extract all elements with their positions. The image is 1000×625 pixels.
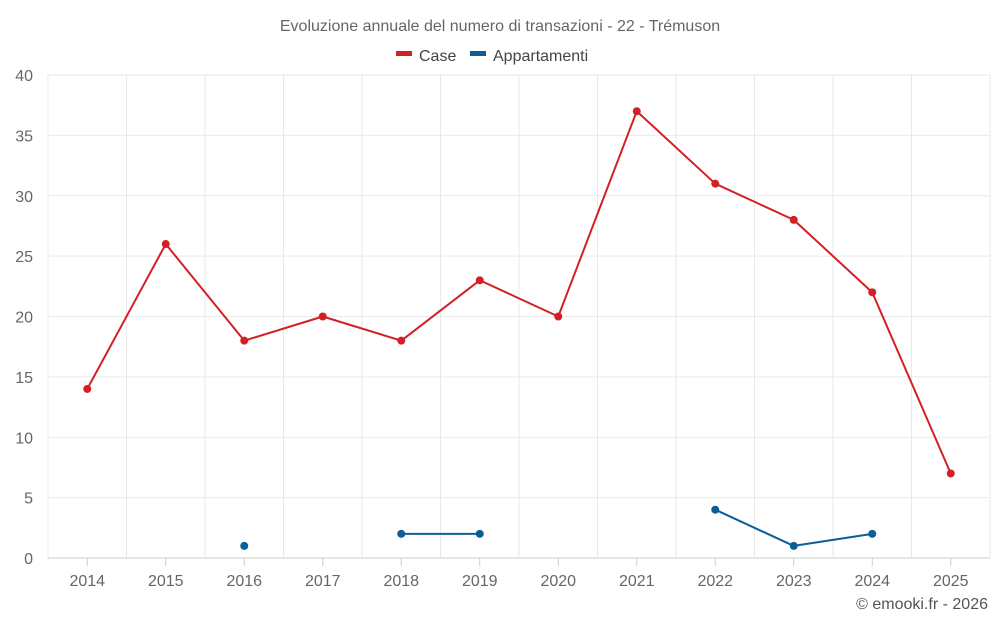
- y-tick-label: 40: [15, 68, 33, 85]
- data-point-case[interactable]: [632, 107, 641, 116]
- data-point-case[interactable]: [711, 179, 720, 188]
- credit-text: © emooki.fr - 2026: [856, 596, 988, 613]
- series-line-appartamenti: [714, 508, 873, 547]
- x-tick-label: 2020: [540, 573, 576, 590]
- y-tick-label: 15: [15, 370, 33, 387]
- data-point-case[interactable]: [868, 288, 877, 297]
- data-point-case[interactable]: [554, 312, 563, 321]
- data-point-appartamenti[interactable]: [475, 529, 484, 538]
- legend-item-appartamenti[interactable]: Appartamenti: [470, 48, 588, 65]
- series-case: [83, 107, 955, 478]
- x-tick-label: 2014: [69, 573, 105, 590]
- data-point-case[interactable]: [475, 276, 484, 285]
- y-tick-label: 30: [15, 189, 33, 206]
- y-tick-label: 10: [15, 430, 33, 447]
- x-tick-label: 2024: [854, 573, 890, 590]
- x-tick-label: 2022: [697, 573, 733, 590]
- y-tick-label: 35: [15, 128, 33, 145]
- data-point-case[interactable]: [240, 336, 249, 345]
- x-tick-label: 2019: [462, 573, 498, 590]
- x-tick-label: 2015: [148, 573, 184, 590]
- y-tick-label: 5: [24, 491, 33, 508]
- data-point-appartamenti[interactable]: [397, 529, 406, 538]
- legend-swatch-case: [396, 51, 412, 56]
- series-line-case: [86, 110, 952, 474]
- legend-label-case: Case: [419, 48, 456, 65]
- data-point-case[interactable]: [946, 469, 955, 478]
- data-point-case[interactable]: [83, 384, 92, 393]
- legend: Case Appartamenti: [396, 48, 588, 65]
- x-tick-label: 2025: [933, 573, 969, 590]
- legend-swatch-appartamenti: [470, 51, 486, 56]
- series-layer: [83, 107, 955, 550]
- y-tick-label: 20: [15, 310, 33, 327]
- series-appartamenti: [240, 505, 877, 550]
- legend-item-case[interactable]: Case: [396, 48, 456, 65]
- data-point-appartamenti[interactable]: [868, 529, 877, 538]
- chart-title: Evoluzione annuale del numero di transaz…: [280, 18, 720, 35]
- x-tick-label: 2018: [383, 573, 419, 590]
- y-tick-label: 0: [24, 551, 33, 568]
- x-tick-label: 2016: [226, 573, 262, 590]
- data-point-appartamenti[interactable]: [711, 505, 720, 514]
- data-point-appartamenti[interactable]: [240, 541, 249, 550]
- x-tick-label: 2021: [619, 573, 655, 590]
- data-point-case[interactable]: [397, 336, 406, 345]
- x-tick-label: 2023: [776, 573, 812, 590]
- data-point-case[interactable]: [161, 240, 170, 249]
- legend-label-appartamenti: Appartamenti: [493, 48, 588, 65]
- gridlines: [47, 74, 991, 558]
- data-point-case[interactable]: [789, 215, 798, 224]
- y-tick-label: 25: [15, 249, 33, 266]
- data-point-case[interactable]: [318, 312, 327, 321]
- data-point-appartamenti[interactable]: [789, 541, 798, 550]
- x-tick-label: 2017: [305, 573, 341, 590]
